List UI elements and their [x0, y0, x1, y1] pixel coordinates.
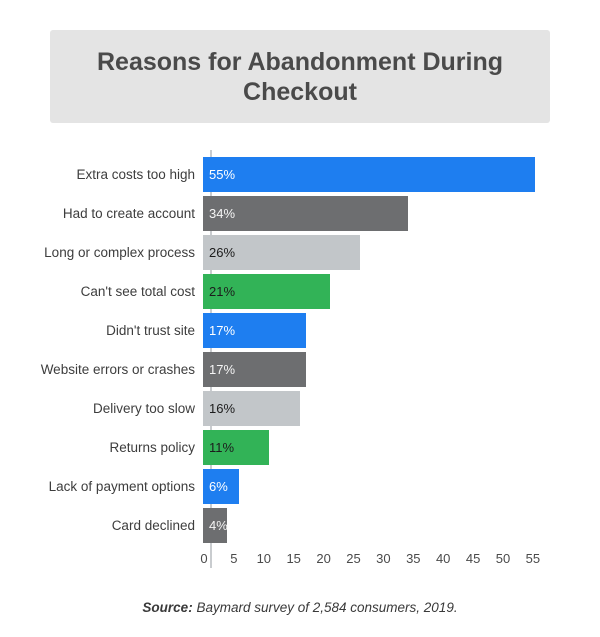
- x-tick-label: 15: [286, 551, 301, 566]
- bar-row: Had to create account 34%: [0, 194, 600, 233]
- bar: 11%: [203, 430, 269, 465]
- source-caption: Source: Baymard survey of 2,584 consumer…: [0, 600, 600, 615]
- x-tick-label: 55: [525, 551, 541, 566]
- category-label: Can't see total cost: [80, 284, 195, 299]
- bar: 55%: [203, 157, 535, 192]
- bar-row: Returns policy 11%: [0, 428, 600, 467]
- x-tick-label: 5: [230, 551, 238, 566]
- x-tick-label: 25: [346, 551, 361, 566]
- bar-value-label: 34%: [209, 206, 236, 221]
- bar-track: 17%: [203, 352, 600, 387]
- bar-value-label: 17%: [209, 323, 236, 338]
- bar-row: Card declined 4%: [0, 506, 600, 545]
- bar: 6%: [203, 469, 239, 504]
- category-label: Had to create account: [62, 206, 195, 221]
- bar-value-label: 11%: [209, 440, 235, 455]
- bar-row: Delivery too slow 16%: [0, 389, 600, 428]
- x-tick-label: 45: [465, 551, 481, 566]
- bar-row: Website errors or crashes 17%: [0, 350, 600, 389]
- source-label: Source:: [142, 600, 193, 615]
- bar-value-label: 17%: [209, 362, 236, 377]
- bar-row: Can't see total cost 21%: [0, 272, 600, 311]
- category-label: Website errors or crashes: [40, 362, 195, 377]
- x-tick-label: 50: [495, 551, 511, 566]
- bar-value-label: 16%: [209, 401, 236, 416]
- bar-row: Extra costs too high 55%: [0, 155, 600, 194]
- bar-track: 4%: [203, 508, 600, 543]
- x-tick-label: 10: [256, 551, 272, 566]
- category-label: Card declined: [111, 518, 195, 533]
- x-tick-label: 35: [406, 551, 421, 566]
- bar-value-label: 55%: [209, 167, 236, 182]
- category-label: Extra costs too high: [76, 167, 195, 182]
- bar: 17%: [203, 313, 306, 348]
- bar: 17%: [203, 352, 306, 387]
- x-axis-tick-labels: 0 5 10 15 20 25 30 35 40 45 50 55: [0, 551, 600, 571]
- source-text: Baymard survey of 2,584 consumers, 2019.: [192, 600, 458, 615]
- bar-track: 55%: [203, 157, 600, 192]
- x-tick-label: 40: [435, 551, 451, 566]
- bar-track: 26%: [203, 235, 600, 270]
- bar: 26%: [203, 235, 360, 270]
- x-tick-label: 0: [200, 551, 208, 566]
- bar-value-label: 21%: [209, 284, 236, 299]
- bar-track: 21%: [203, 274, 600, 309]
- bar: 34%: [203, 196, 408, 231]
- x-tick-label: 20: [316, 551, 331, 566]
- category-label: Didn't trust site: [106, 323, 195, 338]
- bar-track: 16%: [203, 391, 600, 426]
- bar-track: 11%: [203, 430, 600, 465]
- category-label: Long or complex process: [44, 245, 195, 260]
- chart-title-box: Reasons for Abandonment During Checkout: [50, 30, 550, 123]
- bar: 16%: [203, 391, 300, 426]
- bar-chart: Extra costs too high 55% Had to create acc…: [0, 155, 600, 545]
- bar: 4%: [203, 508, 228, 543]
- bar-row: Lack of payment options 6%: [0, 467, 600, 506]
- chart-title: Reasons for Abandonment During Checkout: [96, 47, 504, 106]
- bar-track: 6%: [203, 469, 600, 504]
- category-label: Returns policy: [109, 440, 195, 455]
- bar-row: Long or complex process 26%: [0, 233, 600, 272]
- bar-value-label: 4%: [209, 518, 228, 533]
- bar-track: 34%: [203, 196, 600, 231]
- bar-value-label: 26%: [209, 245, 236, 260]
- category-label: Delivery too slow: [92, 401, 195, 416]
- bar-track: 17%: [203, 313, 600, 348]
- bar-value-label: 6%: [209, 479, 228, 494]
- bar-row: Didn't trust site 17%: [0, 311, 600, 350]
- bar: 21%: [203, 274, 330, 309]
- category-label: Lack of payment options: [48, 479, 195, 494]
- x-tick-label: 30: [376, 551, 391, 566]
